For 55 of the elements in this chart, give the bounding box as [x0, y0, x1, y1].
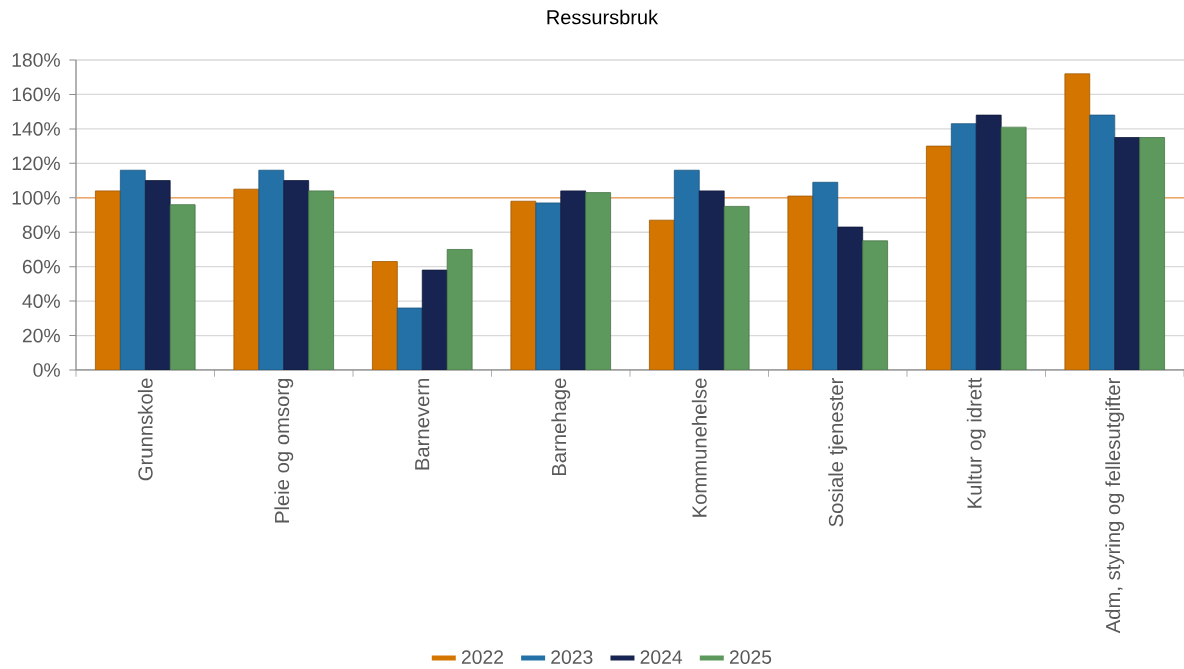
y-tick-label: 20% — [22, 328, 60, 343]
bar — [975, 114, 1002, 371]
y-tick-label: 140% — [12, 122, 60, 136]
bar — [94, 190, 121, 371]
y-tick-label: 120% — [12, 156, 60, 171]
bar — [371, 261, 398, 371]
x-tick-label: Sosiale tjenester — [828, 377, 848, 527]
y-tick-label: 40% — [22, 294, 60, 308]
x-tick-label: Grunnskole — [137, 378, 153, 481]
bar — [1064, 73, 1091, 371]
bar — [308, 190, 335, 371]
x-tick-label: Pleie og omsorg — [274, 378, 294, 523]
bar — [585, 192, 612, 371]
bar — [510, 200, 537, 371]
bar — [950, 123, 977, 371]
bar — [1139, 137, 1166, 371]
bar — [812, 181, 839, 371]
bar — [698, 190, 725, 371]
bar — [925, 145, 952, 371]
bar — [421, 269, 448, 371]
bar — [283, 180, 310, 371]
x-tick-label: Kommunehelse — [691, 378, 707, 517]
bar — [446, 249, 473, 371]
bar — [673, 169, 700, 371]
bar — [396, 307, 423, 371]
bar — [723, 206, 750, 371]
bar — [648, 219, 675, 371]
x-tick-label: Barnehage — [551, 378, 571, 476]
legend-label: 2024 — [640, 650, 683, 664]
legend-label: 2025 — [729, 650, 772, 664]
legend-label: 2023 — [551, 650, 593, 664]
y-tick-label: 180% — [12, 53, 60, 67]
y-tick-label: 60% — [22, 259, 60, 274]
x-tick-label: Adm, styring og fellesutgifter — [1105, 377, 1125, 634]
bar — [233, 188, 260, 371]
y-tick-label: 100% — [12, 190, 60, 205]
bar — [535, 202, 562, 371]
y-tick-label: 0% — [33, 363, 60, 377]
bar — [258, 169, 285, 371]
bar — [169, 204, 196, 371]
bar — [1089, 114, 1116, 371]
bar — [787, 195, 814, 371]
bar — [560, 190, 587, 371]
y-tick-label: 160% — [12, 87, 60, 102]
bar — [837, 226, 864, 371]
bar — [862, 240, 889, 371]
chart-title: Ressursbruk — [547, 9, 659, 25]
bar — [119, 169, 146, 371]
y-tick-label: 80% — [22, 225, 60, 240]
bar — [1114, 137, 1141, 371]
bar — [144, 180, 171, 371]
x-tick-label: Barnevern — [415, 378, 430, 470]
legend-label: 2022 — [461, 650, 503, 664]
bar — [1000, 126, 1027, 371]
x-tick-label: Kultur og idrett — [966, 377, 986, 508]
